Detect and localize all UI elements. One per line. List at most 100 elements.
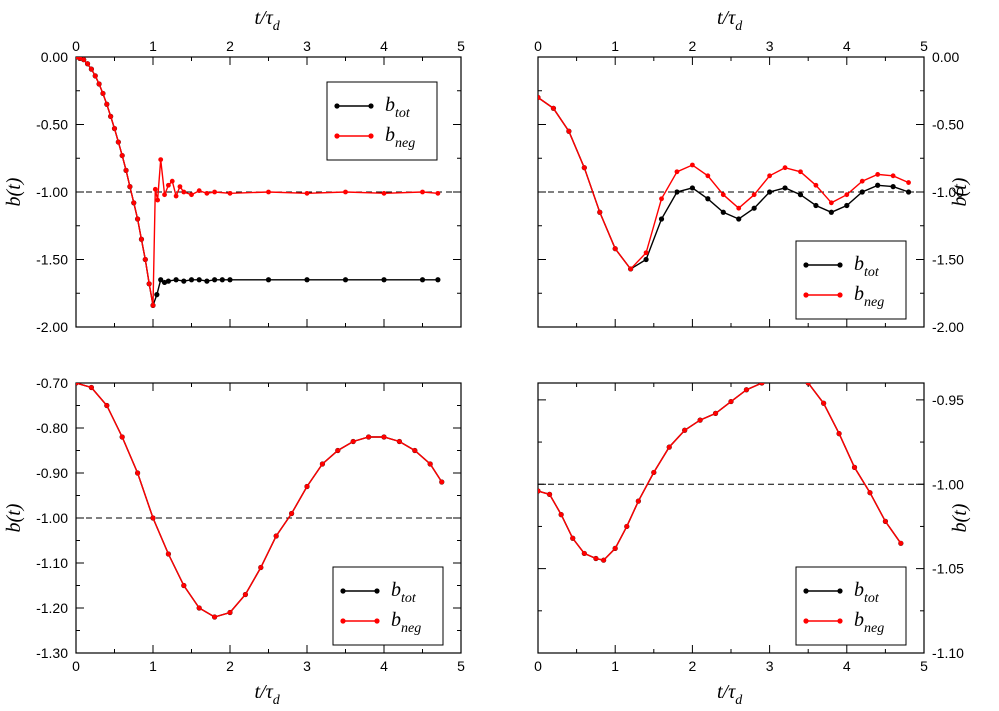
data-point	[581, 551, 587, 556]
data-point	[628, 266, 634, 272]
data-point	[736, 205, 742, 211]
data-point	[705, 196, 711, 202]
data-point	[188, 277, 195, 283]
x-tick-label: 0	[72, 658, 80, 674]
data-point	[381, 434, 387, 440]
y-tick-label: -0.80	[36, 420, 68, 436]
legend-label-base: b	[385, 94, 395, 116]
data-point	[558, 512, 564, 518]
x-tick-label: 1	[611, 38, 619, 54]
data-point	[181, 583, 187, 588]
data-point	[335, 448, 341, 453]
x-axis-title-base: t/τ	[717, 7, 736, 29]
data-point	[813, 182, 819, 188]
data-point	[212, 277, 218, 283]
data-point	[173, 277, 179, 283]
x-tick-label: 2	[226, 38, 234, 54]
data-point	[142, 257, 148, 262]
legend-label-sub: neg	[864, 621, 884, 636]
data-point	[227, 277, 233, 283]
data-point	[96, 81, 102, 87]
y-tick-label: -1.50	[932, 252, 964, 268]
y-tick-label: -1.30	[36, 645, 68, 661]
x-tick-label: 5	[920, 658, 928, 674]
data-point	[265, 277, 272, 283]
y-tick-label: -0.95	[932, 392, 964, 408]
chart-panel-1: 0 1 2 3 4 50.00-0.50-1.00-1.50-2.00t/τdb(t)bt…	[3, 7, 465, 335]
x-tick-label: 3	[303, 38, 311, 54]
x-axis-title-sub: d	[735, 693, 743, 708]
data-point	[906, 180, 911, 185]
y-axis-title: b(t)	[949, 503, 971, 532]
x-axis-title-base: t/τ	[717, 681, 736, 703]
legend-swatch-marker	[837, 618, 843, 624]
data-point	[350, 439, 356, 444]
data-point	[836, 431, 842, 437]
x-tick-label: 2	[689, 38, 697, 54]
data-point	[165, 278, 171, 284]
data-point	[397, 439, 402, 444]
data-point	[304, 190, 310, 196]
x-tick-label: 4	[843, 658, 851, 674]
data-point	[289, 511, 294, 516]
data-point	[77, 57, 83, 61]
data-point	[162, 192, 167, 198]
data-point	[427, 461, 433, 467]
data-point	[797, 192, 804, 198]
y-axis-title: b(t)	[3, 503, 25, 532]
legend-label-sub: neg	[401, 621, 421, 636]
data-point	[601, 557, 607, 563]
data-point	[659, 196, 664, 202]
data-point	[166, 551, 171, 557]
legend-swatch-marker	[803, 618, 809, 624]
x-axis-title: t/τd	[255, 7, 281, 34]
y-tick-label: -0.90	[36, 465, 68, 481]
legend-swatch-marker	[340, 588, 346, 594]
data-point	[705, 173, 711, 179]
legend-box	[326, 81, 438, 161]
series-b-neg	[76, 383, 445, 620]
legend-swatch-marker	[837, 588, 843, 594]
legend-entry-neg: bneg	[803, 283, 884, 310]
x-tick-label: 2	[689, 658, 697, 674]
data-point	[135, 470, 141, 476]
series-line	[538, 383, 902, 561]
data-point	[104, 101, 110, 107]
data-point	[419, 277, 426, 283]
x-tick-label: 5	[457, 38, 465, 54]
data-point	[85, 61, 90, 67]
legend-swatch-marker	[837, 292, 843, 298]
data-point	[890, 173, 896, 179]
legend-label-base: b	[854, 283, 864, 305]
data-point	[635, 498, 641, 504]
data-point	[867, 490, 873, 496]
data-point	[204, 278, 210, 284]
data-point	[782, 185, 788, 191]
legend-label-sub: tot	[864, 591, 880, 606]
legend-swatch-marker	[803, 292, 809, 298]
data-point	[304, 484, 310, 489]
data-point	[759, 383, 765, 386]
y-tick-label: -1.05	[932, 561, 964, 577]
x-tick-label: 5	[920, 38, 928, 54]
legend-swatch-marker	[368, 103, 374, 109]
data-point	[547, 491, 552, 497]
data-point	[123, 168, 129, 173]
x-axis-title: t/τd	[255, 681, 281, 708]
data-point	[343, 189, 348, 195]
y-tick-label: -1.20	[36, 600, 68, 616]
data-point	[158, 277, 164, 283]
x-tick-label: 5	[457, 658, 465, 674]
data-point	[219, 277, 225, 283]
data-point	[181, 189, 187, 195]
data-point	[196, 605, 202, 611]
data-point	[119, 153, 125, 158]
data-point	[798, 169, 803, 175]
series-b-neg	[538, 383, 904, 563]
x-tick-label: 1	[149, 658, 157, 674]
data-point	[728, 399, 734, 404]
data-point	[119, 434, 125, 440]
y-tick-label: -2.00	[932, 319, 964, 335]
data-point	[643, 250, 649, 256]
legend-label-base: b	[391, 579, 401, 601]
